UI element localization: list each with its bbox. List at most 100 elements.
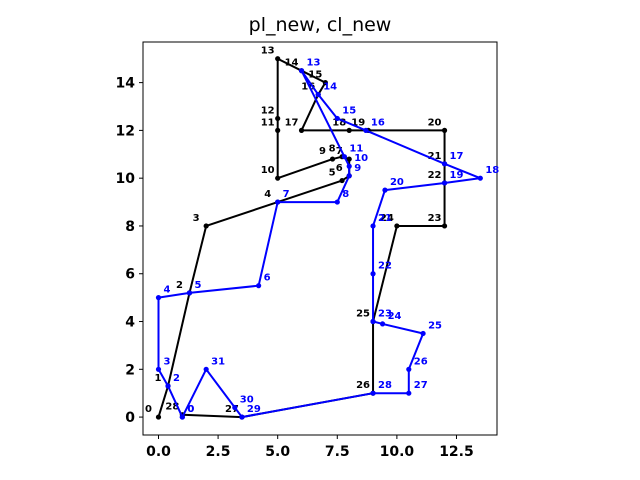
series-1-point-label: 0: [187, 404, 194, 415]
series-0-point: [203, 223, 209, 229]
series-1-point-label: 25: [428, 320, 442, 331]
series-0-point-label: 1: [155, 373, 162, 384]
series-1-point: [363, 127, 369, 133]
series-0-point-label: 14: [285, 58, 299, 69]
series-1-point: [155, 366, 162, 372]
x-tick-label: 7.5: [325, 444, 350, 460]
series-1-point: [334, 115, 340, 122]
series-0-point-label: 7: [336, 146, 343, 157]
y-tick-label: 6: [125, 267, 135, 283]
series-1-point-label: 5: [194, 280, 201, 291]
series-0-point-label: 11: [261, 117, 275, 128]
series-0-line: [157, 57, 446, 419]
series-1-point: [334, 199, 340, 205]
series-0-point-label: 4: [264, 189, 271, 200]
series-1-point: [406, 366, 412, 372]
series-0-point-label: 23: [428, 213, 442, 224]
series-1-point-label: 2: [173, 373, 180, 384]
series-1-point-label: 11: [349, 144, 363, 155]
series-1-point-label: 26: [414, 356, 428, 367]
series-0-point: [275, 56, 281, 62]
series-1-point-label: 30: [240, 395, 254, 406]
series-1-point: [406, 390, 412, 396]
y-tick-label: 8: [125, 219, 135, 235]
series-0-point: [394, 223, 400, 229]
series-0-point-label: 21: [428, 151, 442, 162]
series-1-point: [186, 290, 193, 296]
x-tick-label: 12.5: [439, 444, 474, 460]
series-0-point-label: 6: [336, 163, 343, 174]
series-0-point-label: 28: [165, 402, 179, 413]
series-0-point-label: 19: [351, 117, 365, 128]
series-1-point-label: 22: [378, 261, 392, 272]
series-0-point-label: 5: [329, 168, 336, 179]
series-1-point: [346, 163, 352, 169]
series-0-point-label: 15: [308, 70, 322, 81]
series-1-point: [315, 91, 321, 98]
x-tick-label: 2.5: [206, 444, 231, 460]
series-0-point: [441, 223, 448, 229]
y-tick-label: 2: [125, 362, 135, 378]
series-1-point: [298, 68, 305, 74]
series-0-point-label: 25: [356, 309, 370, 320]
series-1-point-label: 17: [450, 151, 464, 162]
series-1-point: [370, 318, 376, 325]
y-tick-label: 10: [116, 171, 136, 187]
series-0-point-label: 26: [356, 380, 370, 391]
series-0-point-label: 22: [428, 170, 442, 181]
series-0-point: [339, 177, 345, 184]
series-0-point: [322, 80, 328, 86]
x-tick-label: 0.0: [146, 444, 171, 460]
series-1-point-label: 20: [390, 177, 404, 188]
series-0-point: [329, 156, 336, 162]
series-1-point-label: 4: [163, 285, 170, 296]
series-1-point-label: 15: [342, 105, 356, 116]
x-tick-label: 10.0: [380, 444, 415, 460]
series-1-point-label: 10: [354, 153, 368, 164]
series-1-point: [179, 414, 185, 420]
series-0-point-label: 10: [261, 165, 275, 176]
series-0-point-label: 3: [193, 213, 200, 224]
series-1-point-label: 29: [247, 404, 261, 415]
series-1-point-label: 23: [378, 309, 392, 320]
series-1-point: [370, 271, 376, 277]
series-1-point-label: 19: [450, 170, 464, 181]
series-1-point: [420, 330, 426, 337]
series-1-point-label: 9: [354, 163, 361, 174]
series-1-point-label: 8: [342, 189, 349, 200]
series-0-point-label: 9: [319, 146, 326, 157]
series-0-point-label: 17: [285, 117, 299, 128]
series-1-point: [239, 414, 245, 420]
series-1-point: [441, 161, 448, 167]
series-0-point-label: 12: [261, 105, 275, 116]
series-1-point: [203, 366, 209, 372]
plot-frame: [142, 41, 498, 436]
series-1-point: [382, 187, 388, 193]
series-1-point: [441, 180, 448, 186]
series-1-point-label: 21: [378, 213, 392, 224]
series-0-point-label: 24: [380, 213, 394, 224]
series-0-point-label: 2: [176, 280, 183, 291]
series-1-point-label: 31: [211, 356, 225, 367]
chart-title: pl_new, cl_new: [248, 14, 392, 36]
series-1-point: [346, 173, 352, 179]
series-0-point: [275, 115, 281, 122]
series-1-point: [370, 390, 376, 396]
series-0-point: [298, 127, 305, 133]
series-1-point-label: 24: [388, 311, 402, 322]
series-0-point-label: 0: [145, 404, 152, 415]
series-1-point-label: 27: [414, 380, 428, 391]
series-0-point: [441, 127, 448, 133]
y-tick-label: 12: [116, 123, 135, 139]
series-0-point-label: 27: [225, 404, 239, 415]
series-1-point-label: 0: [187, 404, 194, 415]
series-1-point-label: 6: [264, 273, 271, 284]
y-tick-label: 14: [116, 76, 136, 92]
series-0-point-label: 16: [301, 82, 315, 93]
series-1-point: [232, 404, 238, 411]
series-1-point-label: 16: [371, 117, 385, 128]
series-1-point: [379, 321, 386, 327]
series-0-point: [346, 156, 352, 162]
series-1-point-label: 7: [283, 189, 290, 200]
series-0-point-label: 20: [428, 117, 442, 128]
